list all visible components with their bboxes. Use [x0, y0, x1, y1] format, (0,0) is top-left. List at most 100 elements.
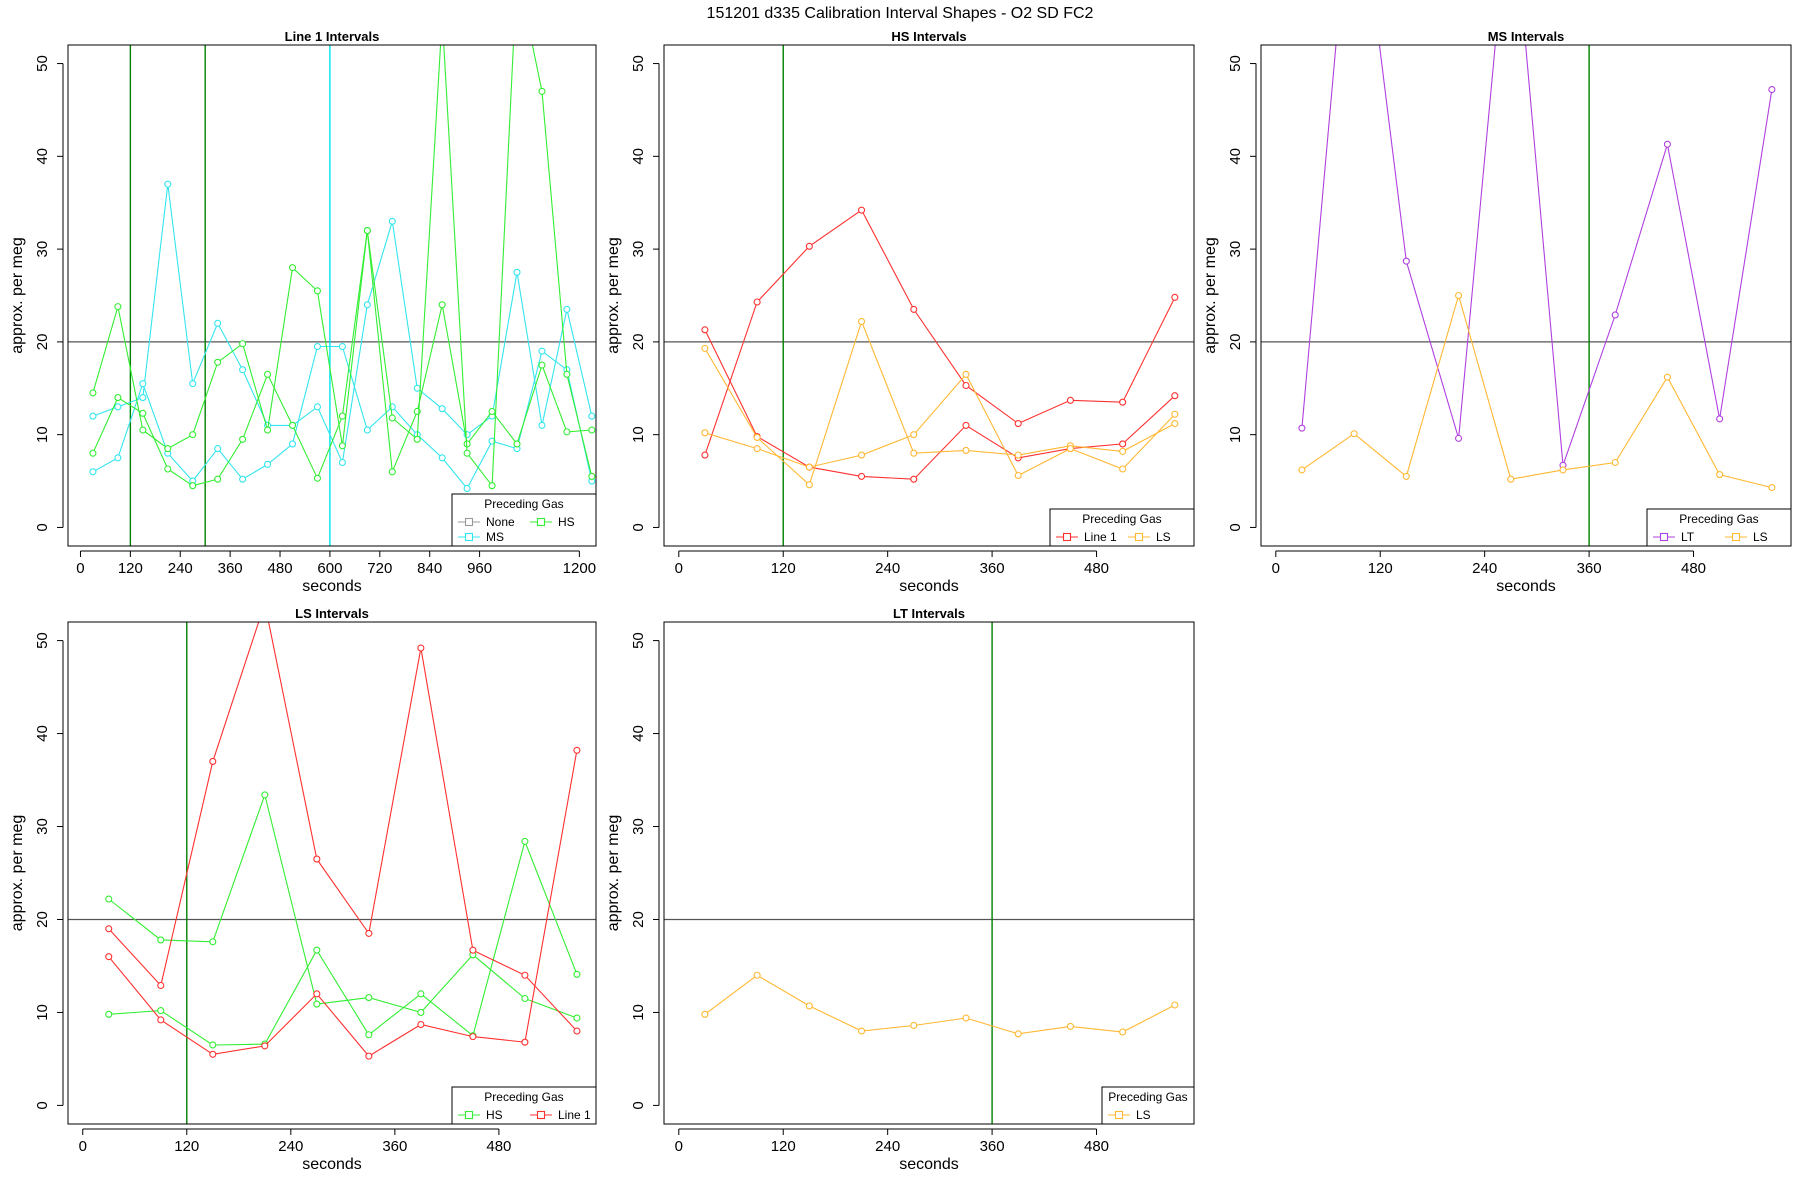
x-tick-label: 480 [1681, 560, 1706, 577]
data-point [313, 1000, 321, 1008]
x-tick-label: 0 [675, 1138, 683, 1155]
data-point [1014, 1030, 1022, 1038]
x-tick-label: 0 [675, 560, 683, 577]
data-point [214, 358, 222, 366]
series-line-lt [1301, 45, 1773, 466]
data-point [1716, 471, 1724, 479]
data-point [1171, 392, 1179, 400]
data-point [1402, 472, 1410, 480]
data-point [1014, 451, 1022, 459]
x-tick-label: 360 [980, 560, 1005, 577]
data-point [858, 472, 866, 480]
data-point [157, 1016, 165, 1024]
data-point [1014, 471, 1022, 480]
x-axis-label: seconds [302, 578, 362, 595]
x-tick-label: 360 [980, 1138, 1005, 1155]
data-point [563, 370, 571, 378]
data-point [261, 791, 269, 799]
legend-swatch-marker [464, 517, 474, 527]
data-point [1402, 257, 1410, 265]
chart-title: Line 1 Intervals [285, 29, 380, 44]
data-point [209, 1050, 217, 1058]
y-tick-label: 10 [630, 1004, 647, 1021]
data-point [139, 394, 147, 402]
data-point [239, 366, 247, 374]
legend-swatch-marker [1134, 532, 1144, 542]
data-point [313, 855, 321, 863]
x-axis-label: seconds [302, 1156, 362, 1173]
data-point [157, 1007, 165, 1015]
x-tick-label: 720 [367, 560, 392, 577]
data-point [513, 268, 521, 276]
data-point [538, 421, 546, 429]
x-tick-label: 240 [1472, 560, 1497, 577]
series-line-ls [704, 373, 1176, 477]
plot-frame [67, 44, 597, 547]
data-point [89, 412, 97, 420]
plot-area [664, 622, 1194, 1124]
data-point [338, 342, 346, 351]
data-point [910, 431, 918, 439]
data-point [338, 458, 346, 467]
data-point [105, 925, 113, 933]
legend: Preceding Gas None HS MS [451, 493, 597, 547]
data-point [1455, 434, 1463, 442]
x-tick-label: 120 [174, 1138, 199, 1155]
plot-frame [663, 621, 1195, 1125]
plot-area [68, 622, 596, 1124]
data-point [753, 433, 761, 442]
data-point [264, 460, 272, 468]
y-tick-label: 20 [1227, 334, 1244, 351]
legend-entry-label: Line 1 [558, 1108, 591, 1122]
data-point [858, 1027, 866, 1035]
chart-panel-4: LS Intervals 0 120 240 360 480 seconds 0 10 20 30 4… [9, 606, 597, 1173]
y-axis-label: approx. per meg [605, 237, 622, 354]
series-line-line-1 [108, 750, 578, 1057]
data-point [313, 990, 321, 998]
data-point [114, 403, 122, 411]
series-line-ls [704, 319, 1176, 486]
legend: Preceding Gas Line 1 LS [1049, 508, 1195, 547]
legend-box [451, 1086, 597, 1125]
data-point [214, 319, 222, 327]
legend-entry-label: LS [1156, 530, 1171, 544]
data-point [164, 180, 172, 188]
x-tick-label: 360 [382, 1138, 407, 1155]
chart-panels: Line 1 Intervals 0 120 240 360 480 600 720 840 96… [9, 29, 1792, 1173]
x-tick-label: 120 [771, 1138, 796, 1155]
data-point [753, 298, 761, 306]
chart-panel-5: LT Intervals 0 120 240 360 480 seconds 0 10 20 30 4… [605, 606, 1195, 1173]
legend-swatch-marker [536, 1110, 546, 1120]
data-point [563, 305, 571, 313]
y-tick-label: 50 [1227, 55, 1244, 72]
data-point [463, 449, 471, 457]
data-point [962, 1014, 970, 1022]
data-point [1066, 396, 1074, 404]
data-point [962, 446, 970, 454]
data-point [139, 409, 147, 417]
y-tick-label: 40 [34, 725, 51, 742]
x-tick-label: 480 [1084, 560, 1109, 577]
data-point [538, 361, 546, 369]
data-point [313, 287, 321, 295]
y-tick-label: 30 [34, 818, 51, 835]
data-point [588, 426, 596, 434]
legend-entry-label: LS [1136, 1108, 1151, 1122]
y-tick-label: 20 [34, 334, 51, 351]
data-point [365, 1031, 373, 1039]
x-tick-label: 960 [467, 560, 492, 577]
data-point [1119, 447, 1127, 455]
data-point [521, 837, 529, 845]
data-point [701, 429, 709, 437]
data-point [1171, 1001, 1179, 1009]
series-line-ls [704, 974, 1176, 1035]
x-tick-label: 240 [875, 560, 900, 577]
plot-area [68, 45, 596, 546]
legend-swatch-marker [1114, 1110, 1124, 1120]
data-point [701, 1010, 709, 1018]
data-point [1611, 311, 1619, 319]
x-tick-label: 120 [118, 560, 143, 577]
x-tick-label: 1200 [563, 560, 596, 577]
chart-title: MS Intervals [1488, 29, 1565, 44]
data-point [1119, 1028, 1127, 1036]
